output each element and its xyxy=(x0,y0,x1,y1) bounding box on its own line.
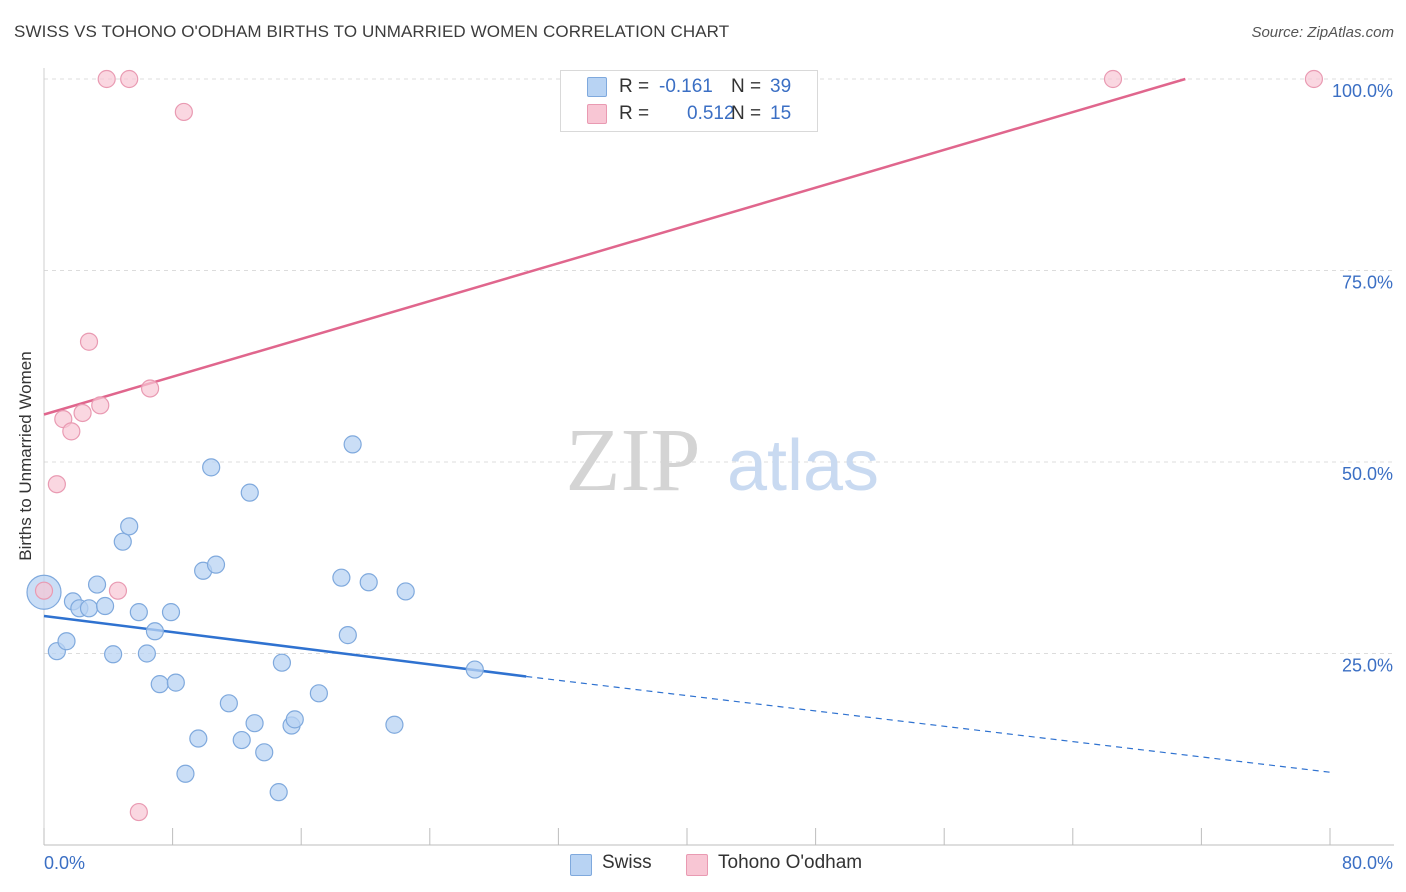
data-point-swiss xyxy=(57,632,76,651)
data-point-tohono xyxy=(34,581,54,600)
data-point-tohono xyxy=(129,802,148,822)
bottom-legend-label-swiss: Swiss xyxy=(602,852,652,873)
y-tick-label: 75.0% xyxy=(1342,273,1393,293)
points-swiss xyxy=(26,435,484,802)
data-point-swiss xyxy=(95,596,115,616)
data-point-tohono xyxy=(140,379,160,398)
legend-n-label: N = xyxy=(731,76,762,97)
data-point-tohono xyxy=(47,475,66,494)
data-point-tohono xyxy=(79,332,99,351)
trend-line-tohono xyxy=(43,77,1186,416)
legend-n-value-tohono: 15 xyxy=(770,103,792,124)
data-point-swiss xyxy=(219,694,238,713)
data-point-swiss xyxy=(255,743,274,762)
legend-swatch-swiss xyxy=(587,77,607,97)
legend: R = -0.161 N = 39 R = 0.512 N = 15 xyxy=(560,70,818,132)
y-tick-label: 100.0% xyxy=(1332,81,1393,101)
data-point-swiss xyxy=(161,603,181,622)
watermark-atlas: atlas xyxy=(727,426,879,506)
data-point-swiss xyxy=(113,532,132,551)
gridlines xyxy=(44,78,1394,654)
bottom-legend-swatch-swiss xyxy=(570,854,592,876)
data-point-swiss xyxy=(232,730,251,750)
data-point-swiss xyxy=(269,783,288,802)
data-point-swiss xyxy=(272,653,292,672)
data-point-tohono xyxy=(73,403,92,423)
data-point-tohono xyxy=(120,69,139,89)
legend-r-label: R = xyxy=(619,103,650,124)
data-point-swiss xyxy=(343,435,362,454)
data-point-tohono xyxy=(91,396,110,415)
data-point-swiss xyxy=(137,644,156,663)
legend-n-label: N = xyxy=(731,103,762,124)
trend-line-swiss xyxy=(43,614,527,678)
data-point-swiss xyxy=(285,710,304,729)
data-point-swiss xyxy=(176,764,195,783)
data-point-swiss xyxy=(245,714,264,733)
legend-r-value-tohono: 0.512 xyxy=(687,103,735,124)
data-point-tohono xyxy=(62,422,81,441)
watermark-zip: ZIP xyxy=(566,411,701,510)
legend-r-value-swiss: -0.161 xyxy=(659,76,713,97)
axes xyxy=(43,68,1394,846)
data-point-swiss xyxy=(189,729,208,748)
data-point-swiss xyxy=(79,599,99,618)
data-point-swiss xyxy=(359,573,378,592)
y-tick-label: 25.0% xyxy=(1342,656,1393,676)
source-label: Source: ZipAtlas.com xyxy=(1251,24,1394,41)
data-point-tohono xyxy=(1103,69,1123,89)
data-point-tohono xyxy=(97,69,116,89)
bottom-legend-label-tohono: Tohono O'odham xyxy=(718,852,863,873)
data-point-swiss xyxy=(309,684,328,703)
x-tick-label: 0.0% xyxy=(44,853,85,873)
data-point-swiss xyxy=(87,575,107,594)
data-point-swiss xyxy=(332,568,351,587)
data-point-tohono xyxy=(174,102,193,122)
data-point-swiss xyxy=(206,555,226,574)
data-point-swiss xyxy=(202,458,221,477)
data-point-swiss xyxy=(396,582,415,601)
bottom-legend-swatch-tohono xyxy=(686,854,708,876)
points-tohono xyxy=(34,69,1324,822)
legend-n-value-swiss: 39 xyxy=(770,76,792,97)
data-point-swiss xyxy=(338,626,357,645)
data-point-swiss xyxy=(120,517,139,536)
data-point-swiss xyxy=(166,673,185,692)
data-point-swiss xyxy=(129,603,148,622)
data-point-swiss xyxy=(385,715,404,734)
data-point-swiss xyxy=(240,483,259,502)
legend-r-label: R = xyxy=(619,76,650,97)
data-point-swiss xyxy=(150,675,169,694)
y-tick-label: 50.0% xyxy=(1342,464,1393,484)
data-point-tohono xyxy=(1304,69,1324,89)
watermark: ZIP atlas xyxy=(566,411,880,510)
x-tick-label: 80.0% xyxy=(1342,853,1393,873)
data-point-swiss xyxy=(145,622,165,641)
data-point-tohono xyxy=(108,581,128,600)
chart-title: SWISS VS TOHONO O'ODHAM BIRTHS TO UNMARR… xyxy=(14,22,730,41)
trend-line-swiss-extension xyxy=(526,675,1331,773)
trend-lines xyxy=(43,77,1331,773)
tick-labels: 25.0% 50.0% 75.0% 100.0% 0.0% 80.0% xyxy=(44,81,1393,873)
data-point-swiss xyxy=(465,660,484,679)
data-point-swiss xyxy=(104,645,123,664)
legend-swatch-tohono xyxy=(587,104,607,124)
